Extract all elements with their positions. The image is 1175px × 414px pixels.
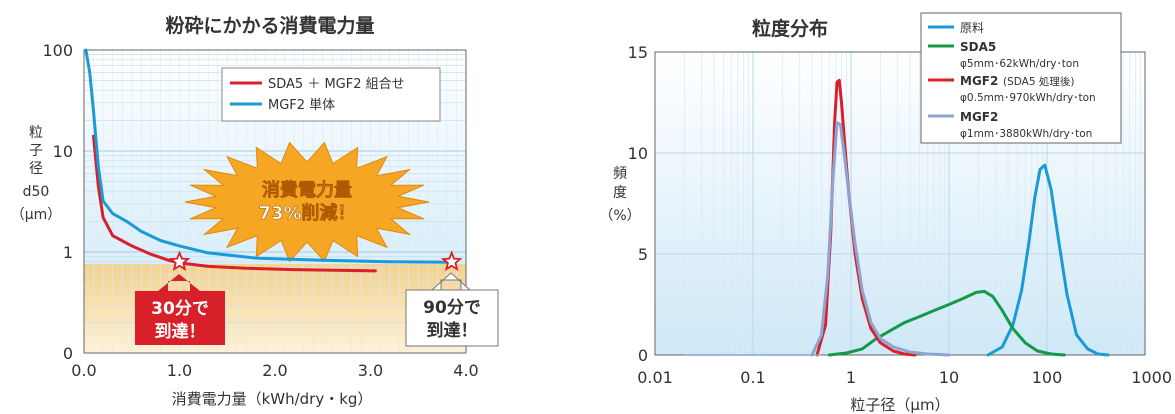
burst-text-1: 消費電力量 <box>262 179 352 201</box>
star-marker-1 <box>168 250 191 272</box>
callout-30min-text-1: 30分で <box>151 299 209 319</box>
x-tick-label-right: 0.01 <box>637 368 673 387</box>
chart-title-left: 粉砕にかかる消費電力量 <box>165 14 374 37</box>
callout-30min: 30分で 到達！ <box>135 274 225 345</box>
x-ticks-left: 0.0 1.0 2.0 3.0 4.0 <box>71 361 478 380</box>
x-tick-label-left: 0.0 <box>71 361 96 380</box>
legend-right-box <box>920 12 1122 144</box>
chart-particle-size-distribution: 粒度分布 0 5 10 15 0.01 0.1 1 10 100 1000 頻 度 （%） 粒子… <box>599 12 1172 414</box>
burst-shape <box>184 141 430 263</box>
legend-right-sub-2: φ5mm･62kWh/dry･ton <box>960 58 1079 70</box>
series-line-right-1 <box>986 163 1110 357</box>
x-tick-label-right: 1 <box>846 368 856 387</box>
legend-right-label-3: MGF2 <box>960 74 998 88</box>
x-tick-label-right: 1000 <box>1131 368 1172 387</box>
ylabel-left-1: 粒 <box>29 125 43 141</box>
callout-90min: 90分で 到達！ <box>405 272 499 347</box>
legend-right-label-1: 原料 <box>960 21 984 35</box>
x-tick-label-left: 1.0 <box>167 361 192 380</box>
y-tick-label-right: 10 <box>628 144 648 163</box>
series-left <box>84 48 454 273</box>
y-tick-label-left: 10 <box>53 142 73 161</box>
y-axis-label-right: 頻 度 （%） <box>599 166 640 224</box>
chart-title-right: 粒度分布 <box>752 17 828 40</box>
legend-right: 原料 SDA5 φ5mm･62kWh/dry･ton MGF2 (SDA5 処理… <box>920 12 1122 144</box>
y-tick-label-left: 0 <box>63 344 73 363</box>
x-tick-label-right: 0.1 <box>740 368 765 387</box>
x-tick-label-left: 3.0 <box>358 361 383 380</box>
legend-right-note-3: (SDA5 処理後) <box>1003 75 1074 88</box>
burst-annotation: 消費電力量 73%削減！ <box>184 141 430 263</box>
y-tick-label-left: 1 <box>63 243 73 262</box>
y-ticks-left: 0 1 10 100 <box>42 41 73 363</box>
x-tick-label-right: 100 <box>1032 368 1063 387</box>
y-ticks-right: 0 5 10 15 <box>628 43 648 365</box>
ylabel-right-2: 度 <box>613 185 627 201</box>
x-tick-label-right: 10 <box>939 368 959 387</box>
y-axis-label-left: 粒 子 径 d50 （μm） <box>11 125 62 223</box>
y-tick-label-right: 15 <box>628 43 648 62</box>
x-axis-label-right: 粒子径（μm） <box>850 396 949 414</box>
legend-right-sub-4: φ1mm･3880kWh/dry･ton <box>960 128 1092 140</box>
y-tick-label-left: 100 <box>42 41 73 60</box>
series-line-left-2 <box>84 48 454 264</box>
y-tick-label-right: 0 <box>638 346 648 365</box>
x-ticks-right: 0.01 0.1 1 10 100 1000 <box>637 368 1172 387</box>
ylabel-left-2: 子 <box>29 143 43 159</box>
callout-30min-arrow <box>158 274 200 291</box>
legend-left-label-2: MGF2 単体 <box>268 97 335 113</box>
ylabel-left-5: （μm） <box>11 207 62 223</box>
plot-frame-right <box>654 51 1146 356</box>
callout-90min-box <box>405 289 499 347</box>
plot-frame-left <box>83 49 467 354</box>
callout-30min-text-2: 到達！ <box>155 322 206 342</box>
series-right <box>684 78 1110 357</box>
legend-left: SDA5 ＋ MGF2 組合せ MGF2 単体 <box>221 67 441 122</box>
ylabel-left-3: 径 <box>29 161 43 177</box>
legend-right-label-4: MGF2 <box>960 110 998 124</box>
x-tick-label-left: 4.0 <box>453 361 478 380</box>
chart-power-consumption: 粉砕にかかる消費電力量 0 1 10 100 0.0 1.0 2.0 3.0 4.0 粒 子 … <box>11 14 499 408</box>
callout-90min-text-2: 到達！ <box>427 321 478 341</box>
series-line-right-4 <box>810 121 951 357</box>
legend-left-label-1: SDA5 ＋ MGF2 組合せ <box>268 77 405 92</box>
series-line-left-1 <box>92 134 377 273</box>
star-marker-2 <box>440 250 463 272</box>
callout-90min-text-1: 90分で <box>423 298 481 318</box>
ylabel-left-4: d50 <box>23 184 50 200</box>
y-tick-label-right: 5 <box>638 245 648 264</box>
markers-left <box>168 250 463 272</box>
ylabel-right-1: 頻 <box>613 166 627 182</box>
x-tick-label-left: 2.0 <box>262 361 287 380</box>
x-axis-label-left: 消費電力量（kWh/dry・kg） <box>172 390 373 408</box>
callout-30min-box <box>135 291 225 345</box>
burst-text-2: 73%削減！ <box>258 202 355 224</box>
ylabel-right-3: （%） <box>599 208 640 224</box>
legend-right-sub-3: φ0.5mm･970kWh/dry･ton <box>960 92 1096 104</box>
legend-left-box <box>221 67 441 122</box>
legend-right-label-2: SDA5 <box>960 40 996 54</box>
